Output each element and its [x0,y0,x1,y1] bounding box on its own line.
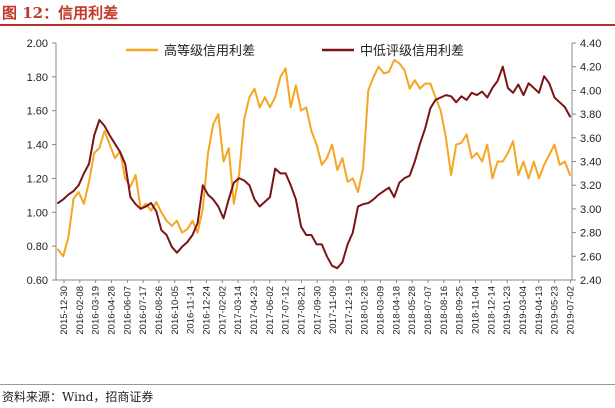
x-tick-label: 2016-12-24 [201,286,212,335]
x-tick-label: 2018-04-18 [391,286,402,335]
right-tick-label: 3.60 [580,133,601,145]
x-tick-label: 2016-04-28 [106,286,117,335]
x-axis: 2015-12-30 2016-02-08 2016-03-19 2016-04-28… [59,280,577,335]
right-tick-label: 2.60 [580,251,601,263]
x-tick-label: 2018-11-04 [471,286,482,334]
legend-label: 高等级信用利差 [164,43,255,59]
left-tick-label: 1.00 [27,207,48,219]
x-tick-label: 2016-02-08 [75,286,86,335]
x-tick-label: 2016-08-26 [154,286,165,335]
x-tick-label: 2017-06-02 [265,286,276,335]
left-tick-label: 0.60 [27,275,48,287]
x-tick-label: 2016-06-07 [122,286,133,335]
x-tick-label: 2019-04-13 [534,286,545,335]
x-tick-label: 2018-08-16 [439,286,450,335]
footer-divider [0,384,615,385]
x-tick-label: 2017-02-02 [217,286,228,335]
left-tick-label: 1.20 [27,173,48,185]
series-line-high-grade [57,58,571,258]
x-tick-label: 2019-07-02 [566,286,577,335]
plot-area [55,43,573,281]
x-tick-label: 2017-07-12 [281,286,292,335]
left-y-axis: 0.60 0.80 1.00 1.20 1.40 1.60 1.80 2.00 [27,38,56,287]
left-tick-label: 1.80 [27,72,48,84]
x-tick-label: 2018-05-28 [407,286,418,335]
x-tick-label: 2018-01-28 [360,286,371,335]
series-layer [57,58,571,270]
x-tick-label: 2018-09-25 [455,286,466,335]
chart-legend: 高等级信用利差 中低评级信用利差 [126,43,464,59]
x-tick-label: 2016-07-17 [138,286,149,335]
left-tick-label: 1.60 [27,106,48,118]
x-tick-label: 2018-03-09 [376,286,387,335]
series-line-mid-low-grade [57,65,571,270]
x-tick-label: 2016-11-14 [186,286,197,334]
x-tick-label: 2016-10-05 [170,286,181,335]
x-tick-label: 2017-12-19 [344,286,355,335]
title-divider [0,24,615,26]
right-tick-label: 2.40 [580,275,601,287]
right-tick-label: 3.00 [580,204,601,216]
right-tick-label: 3.40 [580,157,601,169]
right-tick-label: 4.20 [580,62,601,74]
right-tick-label: 4.00 [580,85,601,97]
right-tick-label: 4.40 [580,38,601,50]
x-tick-label: 2015-12-30 [59,286,70,335]
x-tick-label: 2016-03-19 [91,286,102,335]
x-tick-label: 2017-09-30 [312,286,323,335]
x-tick-label: 2018-12-14 [486,286,497,335]
left-tick-label: 1.40 [27,140,48,152]
credit-spread-chart: 0.60 0.80 1.00 1.20 1.40 1.60 1.80 2.00 2.40 2.6… [27,38,602,335]
right-y-axis: 2.40 2.60 2.80 3.00 3.20 3.40 3.60 3.80 4.00 4.20… [572,38,601,287]
figure-title: 图 12：信用利差 [2,4,119,22]
x-tick-label: 2019-01-23 [502,286,513,335]
x-tick-label: 2019-03-04 [518,286,529,335]
x-tick-label: 2017-11-09 [328,286,339,334]
x-tick-label: 2018-07-07 [423,286,434,335]
legend-label: 中低评级信用利差 [360,44,464,59]
right-tick-label: 2.80 [580,228,601,240]
x-tick-label: 2017-08-21 [296,286,307,335]
x-tick-label: 2019-05-23 [550,286,561,335]
left-tick-label: 2.00 [27,38,48,50]
right-tick-label: 3.20 [580,180,601,192]
x-tick-label: 2017-03-14 [233,286,244,335]
source-note: 资料来源：Wind，招商证券 [2,390,154,404]
x-tick-label: 2017-04-23 [249,286,260,335]
right-tick-label: 3.80 [580,109,601,121]
left-tick-label: 0.80 [27,241,48,253]
